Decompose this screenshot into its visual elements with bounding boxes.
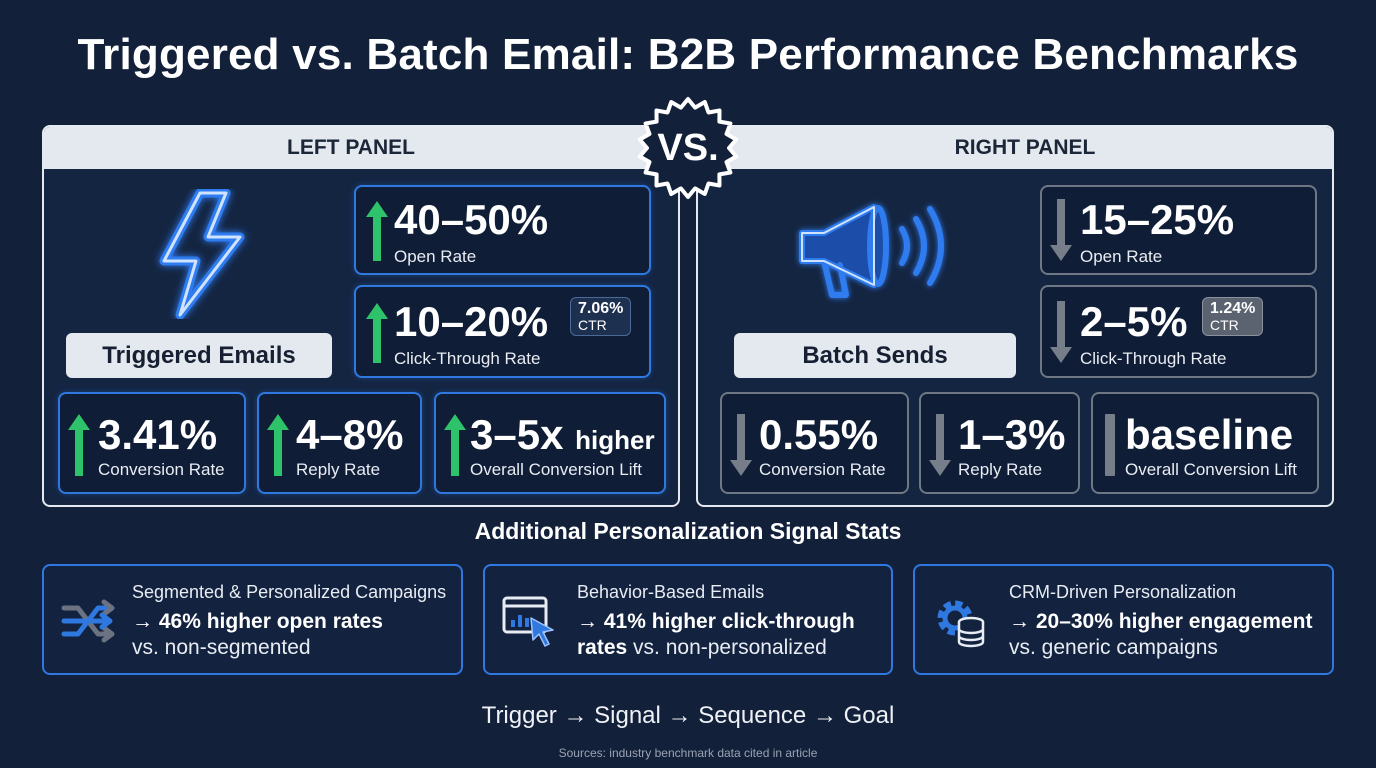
vs-badge: VS. xyxy=(636,96,740,200)
up-arrow-icon xyxy=(366,201,388,261)
shuffle-arrows-icon xyxy=(60,592,118,650)
signal-card-stat: → 41% higher click-through xyxy=(577,610,855,633)
right-ctr-badge-value: 1.24% xyxy=(1210,300,1256,317)
right-ctr-label: Click-Through Rate xyxy=(1080,349,1227,368)
browser-cursor-icon xyxy=(501,592,559,650)
right-panel-header: RIGHT PANEL xyxy=(698,127,1332,169)
left-open-rate-value: 40–50% xyxy=(394,196,549,243)
signals-section-title: Additional Personalization Signal Stats xyxy=(474,518,902,544)
left-lift-label: Overall Conversion Lift xyxy=(470,460,642,479)
down-arrow-icon xyxy=(1050,301,1072,363)
right-reply-label: Reply Rate xyxy=(958,460,1043,479)
batch-sends-label: Batch Sends xyxy=(734,333,1016,378)
sources-note: Sources: industry benchmark data cited i… xyxy=(558,746,818,760)
left-ctr-card: 10–20% Click-Through Rate 7.06% CTR xyxy=(354,285,651,378)
left-conversion-label: Conversion Rate xyxy=(98,460,225,479)
up-arrow-icon xyxy=(444,414,466,476)
flat-bar-icon xyxy=(1105,414,1115,476)
left-conversion-value: 3.41% xyxy=(98,411,218,458)
down-arrow-icon xyxy=(730,414,752,476)
left-conversion-card: 3.41% Conversion Rate xyxy=(58,392,246,494)
right-open-rate-value: 15–25% xyxy=(1080,196,1235,243)
right-conversion-value: 0.55% xyxy=(759,411,879,458)
signal-card-title: CRM-Driven Personalization xyxy=(1009,582,1237,602)
down-arrow-icon xyxy=(929,414,951,476)
left-lift-value: 3–5x higher xyxy=(470,414,655,456)
signal-card-title: Behavior-Based Emails xyxy=(577,582,765,602)
left-ctr-badge-sub: CTR xyxy=(578,316,607,333)
triggered-emails-label: Triggered Emails xyxy=(66,333,332,378)
right-conversion-label: Conversion Rate xyxy=(759,460,886,479)
right-lift-value: baseline xyxy=(1125,411,1294,458)
signal-card-stat-cont: rates xyxy=(577,636,628,659)
signal-card-behavior: Behavior-Based Emails → 41% higher click… xyxy=(483,564,893,675)
signal-card-stat: → 20–30% higher engagement xyxy=(1009,610,1313,633)
signal-card-comparison: vs. non-segmented xyxy=(132,636,311,659)
left-ctr-badge: 7.06% CTR xyxy=(570,297,632,337)
down-arrow-icon xyxy=(1050,199,1072,261)
left-open-rate-card: 40–50% Open Rate xyxy=(354,185,651,275)
left-lift-suffix: higher xyxy=(575,425,655,455)
right-reply-value: 1–3% xyxy=(958,411,1066,458)
right-ctr-value: 2–5% xyxy=(1080,298,1188,345)
up-arrow-icon xyxy=(267,414,289,476)
left-panel: LEFT PANEL Triggered Emails 40–50% Open … xyxy=(42,125,680,507)
right-open-rate-label: Open Rate xyxy=(1080,247,1163,266)
signal-card-segmented: Segmented & Personalized Campaigns → 46%… xyxy=(42,564,463,675)
left-ctr-value: 10–20% xyxy=(394,298,549,345)
page-title: Triggered vs. Batch Email: B2B Performan… xyxy=(77,30,1299,79)
left-ctr-badge-value: 7.06% xyxy=(578,300,624,317)
left-lift-card: 3–5x higher Overall Conversion Lift xyxy=(434,392,666,494)
left-open-rate-label: Open Rate xyxy=(394,247,477,266)
megaphone-icon xyxy=(794,199,954,309)
left-reply-card: 4–8% Reply Rate xyxy=(257,392,422,494)
left-reply-value: 4–8% xyxy=(296,411,404,458)
left-panel-header: LEFT PANEL xyxy=(44,127,678,169)
right-ctr-badge-sub: CTR xyxy=(1210,316,1239,333)
right-lift-card: baseline Overall Conversion Lift xyxy=(1091,392,1319,494)
up-arrow-icon xyxy=(366,303,388,363)
right-conversion-card: 0.55% Conversion Rate xyxy=(720,392,909,494)
flow-caption: Trigger → Signal → Sequence → Goal xyxy=(481,702,895,729)
signal-card-comparison-wrap: rates vs. non-personalized xyxy=(577,636,827,660)
up-arrow-icon xyxy=(68,414,90,476)
signal-card-comparison: vs. generic campaigns xyxy=(1009,636,1218,659)
vs-label: VS. xyxy=(657,126,719,169)
signal-card-crm: CRM-Driven Personalization → 20–30% high… xyxy=(913,564,1334,675)
right-reply-card: 1–3% Reply Rate xyxy=(919,392,1080,494)
left-lift-number: 3–5x xyxy=(470,411,564,458)
right-ctr-badge: 1.24% CTR xyxy=(1202,297,1264,337)
right-panel: RIGHT PANEL Batch Sends xyxy=(696,125,1334,507)
left-reply-label: Reply Rate xyxy=(296,460,381,479)
signal-card-stat: → 46% higher open rates xyxy=(132,610,383,633)
gear-database-icon xyxy=(931,592,989,650)
left-ctr-label: Click-Through Rate xyxy=(394,349,541,368)
right-lift-label: Overall Conversion Lift xyxy=(1125,460,1297,479)
signal-card-comparison: vs. non-personalized xyxy=(627,636,827,659)
lightning-bolt-icon xyxy=(152,188,252,320)
signal-card-title: Segmented & Personalized Campaigns xyxy=(132,582,447,602)
right-ctr-card: 2–5% Click-Through Rate 1.24% CTR xyxy=(1040,285,1317,378)
right-open-rate-card: 15–25% Open Rate xyxy=(1040,185,1317,275)
